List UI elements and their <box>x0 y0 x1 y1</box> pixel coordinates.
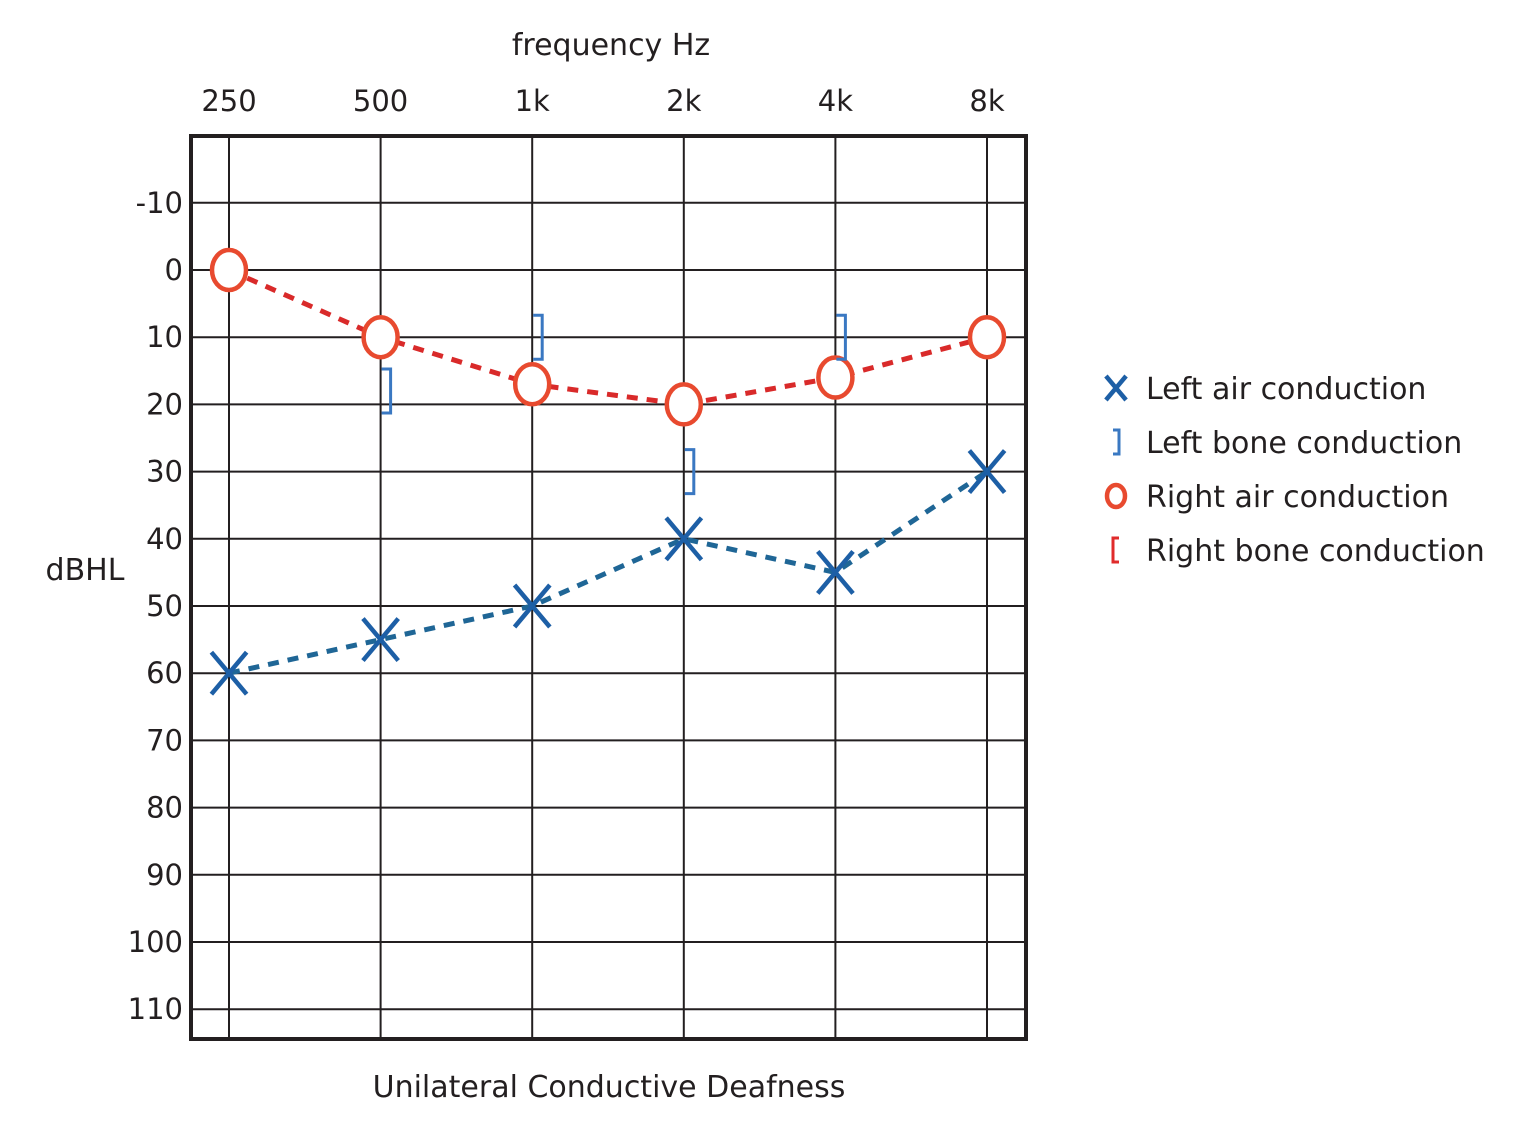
chart-title: Unilateral Conductive Deafness <box>373 1070 846 1105</box>
plot-frame <box>189 134 1028 1041</box>
y-tick-label: 30 <box>146 455 183 489</box>
legend-item: Left bone conduction <box>1113 426 1462 461</box>
y-tick-label: 100 <box>128 925 183 959</box>
right-air-marker <box>664 382 704 427</box>
grid <box>191 136 1026 1039</box>
x-stroke <box>1104 374 1128 402</box>
right-air-marker <box>967 314 1007 360</box>
legend-label: Right air conduction <box>1146 480 1449 515</box>
y-tick-label: 10 <box>146 320 183 354</box>
left-air-marker <box>512 583 552 629</box>
legend-marker-x <box>1104 374 1128 402</box>
x-tick-label: 4k <box>818 84 853 118</box>
y-tick-label: 40 <box>146 522 183 556</box>
x-tick-label: 2k <box>666 84 701 118</box>
left-bone-marker <box>381 367 393 415</box>
x-stroke <box>816 549 855 595</box>
x-stroke <box>664 516 704 562</box>
y-axis-title: dBHL <box>46 553 125 588</box>
legend: Left air conduction Left bone conduction R… <box>1104 372 1485 569</box>
y-tick-label: 20 <box>146 387 183 421</box>
x-tick-labels: 250 500 1k 2k 4k 8k <box>201 84 1005 118</box>
series-lines <box>227 267 989 676</box>
x-stroke <box>361 617 400 663</box>
x-tick-label: 1k <box>515 84 550 118</box>
series-line <box>227 267 988 407</box>
x-stroke <box>512 583 552 629</box>
right-air-marker <box>209 247 249 293</box>
legend-label: Left bone conduction <box>1146 426 1462 461</box>
legend-label: Left air conduction <box>1146 372 1426 407</box>
x-tick-label: 8k <box>969 84 1004 118</box>
x-stroke <box>967 449 1007 495</box>
left-bone-marker <box>836 313 847 361</box>
legend-item: Right bone conduction <box>1111 534 1485 569</box>
right-air-marker <box>361 314 400 360</box>
y-tick-label: 70 <box>146 723 183 757</box>
y-tick-label: -10 <box>136 186 183 220</box>
y-tick-label: 50 <box>146 589 183 623</box>
left-air-marker <box>816 549 855 595</box>
y-tick-label: 80 <box>146 791 183 825</box>
legend-marker-right-bracket <box>1113 428 1121 456</box>
left-air-marker <box>967 449 1007 495</box>
legend-item: Left air conduction <box>1104 372 1426 407</box>
legend-item: Right air conduction <box>1104 480 1449 515</box>
legend-marker-o <box>1104 482 1128 510</box>
left-air-marker <box>361 617 400 663</box>
x-stroke <box>209 650 249 696</box>
y-tick-label: 60 <box>146 656 183 690</box>
x-tick-label: 250 <box>201 84 256 118</box>
left-bone-marker <box>533 313 544 361</box>
y-tick-label: 90 <box>146 858 183 892</box>
y-tick-labels: -10 0 10 20 30 40 50 60 70 80 90 100 110 <box>128 186 183 1026</box>
left-air-marker <box>209 650 249 696</box>
x-axis-title: frequency Hz <box>512 28 710 63</box>
legend-label: Right bone conduction <box>1146 534 1485 569</box>
series-markers <box>209 247 1007 696</box>
left-air-marker <box>664 516 704 562</box>
left-bone-marker <box>684 448 696 496</box>
right-air-marker <box>816 355 855 400</box>
y-tick-label: 110 <box>128 992 183 1026</box>
series-line <box>228 469 989 676</box>
right-air-marker <box>512 361 552 407</box>
y-tick-label: 0 <box>165 253 183 287</box>
x-tick-label: 500 <box>353 84 408 118</box>
legend-marker-left-bracket <box>1111 536 1119 564</box>
